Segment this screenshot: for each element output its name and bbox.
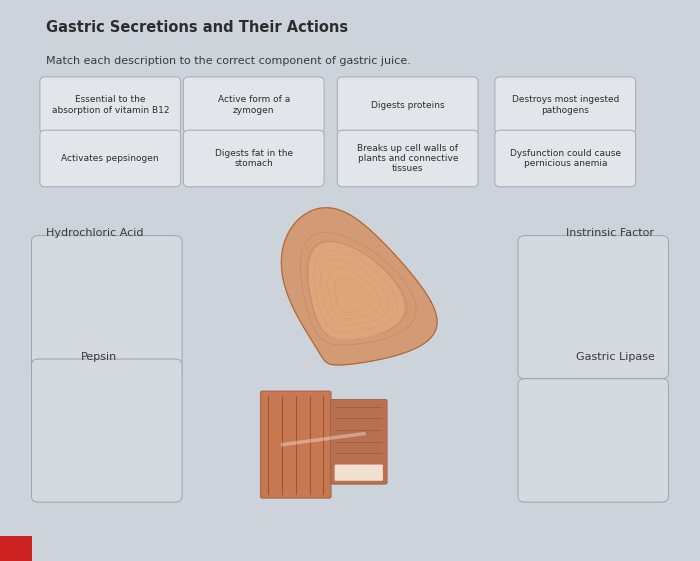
FancyBboxPatch shape <box>495 130 636 187</box>
FancyBboxPatch shape <box>183 77 324 134</box>
FancyBboxPatch shape <box>518 379 668 502</box>
Text: Digests fat in the
stomach: Digests fat in the stomach <box>215 149 293 168</box>
Text: Dysfunction could cause
pernicious anemia: Dysfunction could cause pernicious anemi… <box>510 149 621 168</box>
FancyBboxPatch shape <box>260 391 331 498</box>
Polygon shape <box>309 243 403 339</box>
FancyBboxPatch shape <box>495 77 636 134</box>
Text: Destroys most ingested
pathogens: Destroys most ingested pathogens <box>512 95 619 115</box>
FancyBboxPatch shape <box>337 77 478 134</box>
Text: Hydrochloric Acid: Hydrochloric Acid <box>46 228 143 238</box>
Text: Instrinsic Factor: Instrinsic Factor <box>566 228 655 238</box>
FancyBboxPatch shape <box>330 399 387 484</box>
Text: Essential to the
absorption of vitamin B12: Essential to the absorption of vitamin B… <box>52 95 169 115</box>
FancyBboxPatch shape <box>183 130 324 187</box>
Text: Match each description to the correct component of gastric juice.: Match each description to the correct co… <box>46 56 410 66</box>
Text: Activates pepsinogen: Activates pepsinogen <box>62 154 159 163</box>
Polygon shape <box>281 208 437 365</box>
Text: Gastric Lipase: Gastric Lipase <box>575 352 654 362</box>
FancyBboxPatch shape <box>40 77 181 134</box>
Text: Digests proteins: Digests proteins <box>371 100 444 110</box>
Text: Gastric Secretions and Their Actions: Gastric Secretions and Their Actions <box>46 20 348 35</box>
FancyBboxPatch shape <box>40 130 181 187</box>
Text: Pepsin: Pepsin <box>80 352 117 362</box>
FancyBboxPatch shape <box>32 236 182 379</box>
Text: Active form of a
zymogen: Active form of a zymogen <box>218 95 290 115</box>
FancyBboxPatch shape <box>32 359 182 502</box>
FancyBboxPatch shape <box>335 465 383 481</box>
FancyBboxPatch shape <box>518 236 668 379</box>
Text: Breaks up cell walls of
plants and connective
tissues: Breaks up cell walls of plants and conne… <box>357 144 458 173</box>
FancyBboxPatch shape <box>337 130 478 187</box>
FancyBboxPatch shape <box>0 536 32 561</box>
